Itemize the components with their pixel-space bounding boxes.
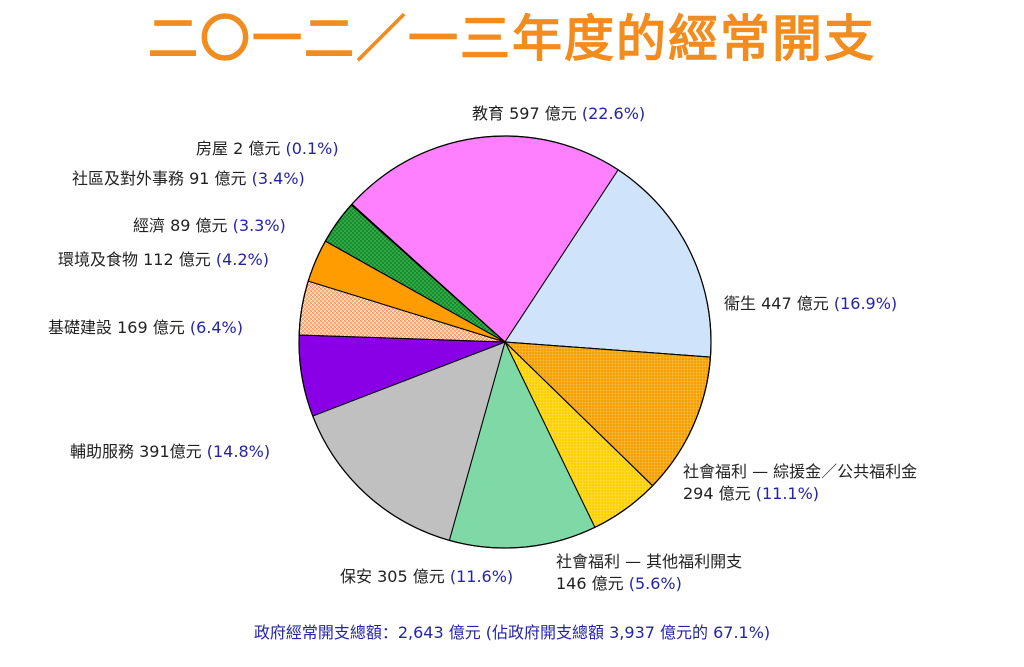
- chart-title: 二〇一二／一三年度的經常開支: [148, 10, 876, 68]
- label-economic: 經濟 89 億元 (3.3%): [133, 216, 286, 235]
- pie-outline: [298, 135, 712, 549]
- label-infrastructure: 基礎建設 169 億元 (6.4%): [48, 318, 243, 337]
- label-security: 保安 305 億元 (11.6%): [340, 567, 514, 586]
- footer-total: 政府經常開支總額：2,643 億元 (佔政府開支總額 3,937 億元的 67.…: [253, 623, 771, 642]
- label-support: 輔助服務 391億元 (14.8%): [70, 442, 271, 461]
- label-community-external: 社區及對外事務 91 億元 (3.4%): [72, 169, 305, 188]
- label-housing: 房屋 2 億元 (0.1%): [196, 139, 339, 158]
- label-social-welfare-other: 社會福利 — 其他福利開支 146 億元 (5.6%): [556, 552, 743, 593]
- label-environment-food: 環境及食物 112 億元 (4.2%): [58, 250, 269, 269]
- label-health: 衞生 447 億元 (16.9%): [724, 294, 898, 313]
- label-education: 教育 597 億元 (22.6%): [472, 104, 646, 123]
- label-social-welfare-cssa: 社會福利 — 綜援金／公共福利金 294 億元 (11.1%): [683, 462, 918, 503]
